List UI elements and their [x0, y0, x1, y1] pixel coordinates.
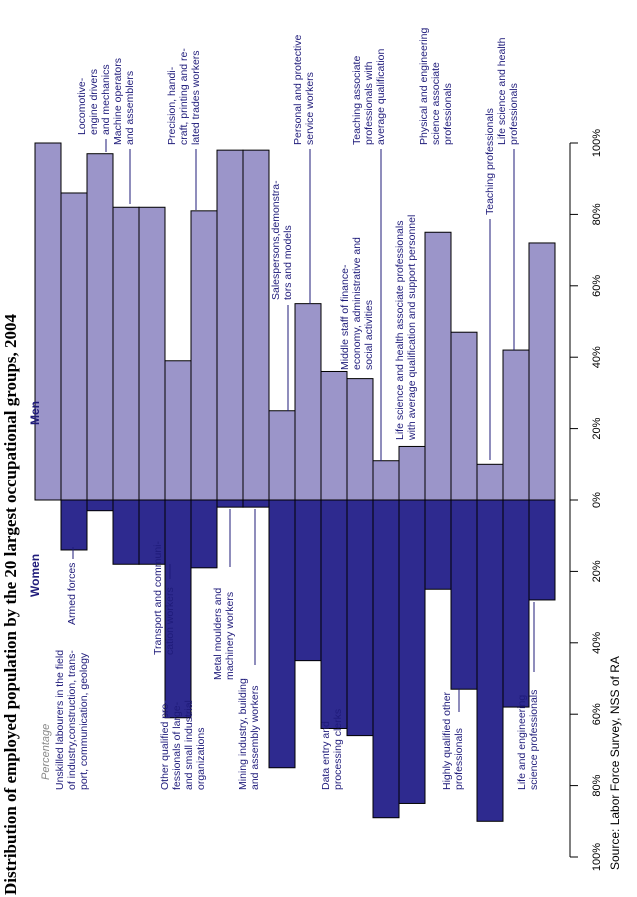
chart-title: Distribution of employed population by t… — [1, 313, 20, 895]
subtitle: Percentage — [40, 724, 52, 780]
rotated-frame: Distribution of employed population by t… — [1, 28, 622, 895]
bar — [346, 499, 374, 737]
bar — [450, 499, 478, 690]
bar — [138, 206, 166, 501]
bar — [60, 192, 88, 501]
bar — [190, 210, 218, 501]
x-tick-label: 100% — [591, 843, 603, 871]
category-label: Armed forces — [66, 563, 78, 625]
bar — [86, 153, 114, 501]
bar — [60, 499, 88, 551]
x-tick-label: 80% — [591, 203, 603, 225]
bar — [112, 206, 140, 501]
x-tick-label: 40% — [591, 346, 603, 368]
bar — [372, 460, 400, 501]
category-label: Middle staff of finance-economy, adminis… — [339, 237, 375, 370]
category-label: Life science and healthprofessionals — [496, 37, 520, 145]
bar — [528, 499, 556, 601]
bar — [268, 410, 296, 501]
bar — [502, 499, 530, 708]
bar — [424, 499, 452, 590]
bar — [398, 499, 426, 804]
x-tick-label: 100% — [591, 129, 603, 157]
category-label: Highly qualified otherprofessionals — [441, 691, 465, 790]
x-tick-label: 0% — [591, 492, 603, 508]
bar — [476, 463, 504, 501]
bar — [398, 445, 426, 501]
bar — [86, 499, 114, 512]
bar — [164, 360, 192, 501]
category-label: Teaching professionals — [484, 108, 496, 215]
bar — [320, 370, 348, 501]
category-label: Precision, handi-craft, printing and re-… — [166, 48, 202, 145]
bar — [294, 303, 322, 501]
category-label: Locomotive-engine driversand mechanics — [76, 64, 112, 135]
bar — [424, 231, 452, 501]
x-tick-label: 80% — [591, 774, 603, 796]
bar — [294, 499, 322, 662]
legend-label: Men — [28, 401, 42, 425]
category-label: Life science and health associate profes… — [394, 215, 418, 441]
category-label: Unskilled labourers in the fieldof indus… — [54, 650, 90, 790]
category-label: Metal moulders andmachinery workers — [212, 588, 236, 680]
category-label: Personal and protectiveservice workers — [292, 35, 316, 145]
bar — [216, 499, 244, 508]
x-tick-label: 40% — [591, 632, 603, 654]
category-label: Life and engineeringscience professional… — [516, 690, 540, 790]
category-label: Mining industry, buildingand assembly wo… — [237, 678, 261, 790]
bar — [502, 349, 530, 501]
x-tick-label: 20% — [591, 417, 603, 439]
bar — [528, 242, 556, 501]
category-label: Other qualified pro-fessionals of large-… — [159, 700, 207, 790]
source: Source: Labor Force Survey, NSS of RA — [608, 656, 622, 870]
category-label: Transport and communi-cation workers — [152, 541, 176, 655]
bar — [112, 499, 140, 565]
bar — [268, 499, 296, 769]
bar — [216, 149, 244, 501]
bar — [190, 499, 218, 569]
bar — [164, 499, 192, 719]
bar — [450, 331, 478, 501]
x-tick-label: 20% — [591, 560, 603, 582]
category-label: Machine operatorsand assemblers — [112, 58, 136, 145]
bar — [372, 499, 400, 819]
bar — [34, 142, 62, 501]
x-tick-label: 60% — [591, 275, 603, 297]
x-tick-label: 60% — [591, 703, 603, 725]
legend-label: Women — [28, 554, 42, 597]
bar — [242, 499, 270, 508]
bar — [346, 378, 374, 501]
category-label: Physical and engineeringscience associat… — [418, 28, 454, 145]
bar — [320, 499, 348, 729]
category-label: Salespersons,demonstra-tors and models — [270, 180, 294, 300]
bar — [476, 499, 504, 822]
category-label: Teaching associateprofessionals withaver… — [351, 49, 387, 145]
bar — [242, 149, 270, 501]
category-label: Data entry andprocessing clerks — [320, 709, 344, 790]
